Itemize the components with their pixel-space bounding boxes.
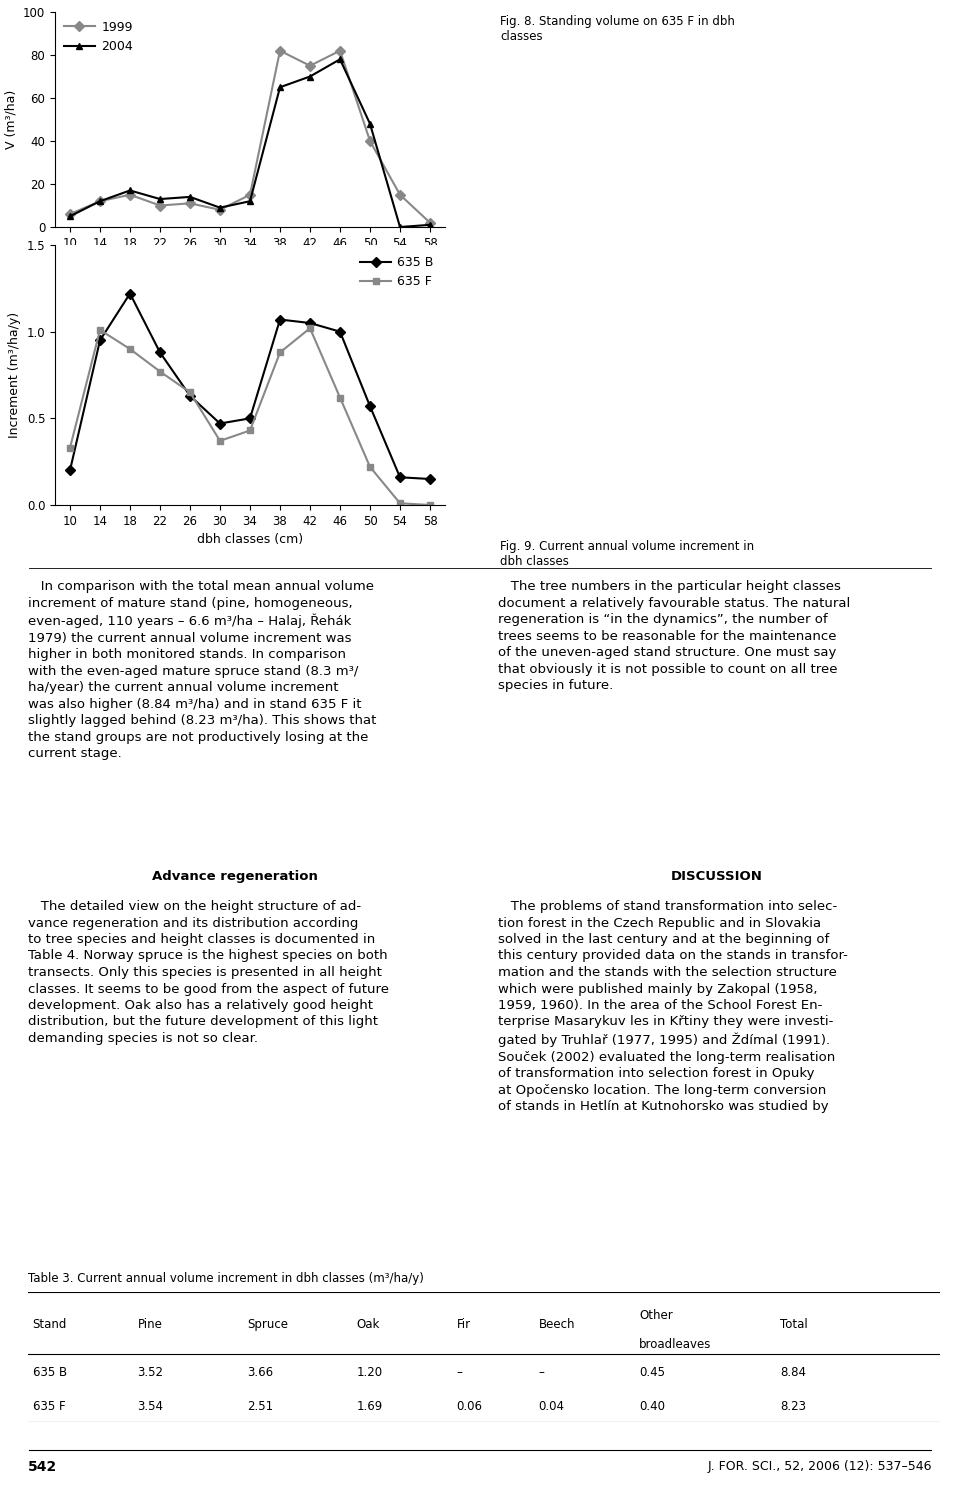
635 B	[334, 323, 346, 341]
2004	[275, 78, 286, 96]
635 B	[214, 414, 226, 432]
Text: Beech: Beech	[539, 1318, 575, 1331]
1999	[334, 42, 346, 60]
Text: 542: 542	[28, 1460, 58, 1474]
Text: 1.20: 1.20	[356, 1366, 382, 1379]
Legend: 635 B, 635 F: 635 B, 635 F	[355, 251, 439, 294]
Text: 0.04: 0.04	[539, 1400, 564, 1412]
Y-axis label: V (m³/ha): V (m³/ha)	[5, 90, 17, 149]
635 F	[424, 495, 436, 513]
Text: Spruce: Spruce	[247, 1318, 288, 1331]
Text: Fig. 8. Standing volume on 635 F in dbh
classes: Fig. 8. Standing volume on 635 F in dbh …	[500, 15, 734, 44]
1999	[124, 186, 135, 204]
2004	[304, 68, 316, 86]
Text: 8.84: 8.84	[780, 1366, 806, 1379]
635 B	[395, 468, 406, 486]
2004	[184, 188, 196, 206]
635 B	[364, 398, 375, 416]
Text: 0.06: 0.06	[457, 1400, 483, 1412]
635 B	[184, 387, 196, 405]
2004	[364, 114, 375, 132]
Text: 3.66: 3.66	[247, 1366, 273, 1379]
Line: 635 F: 635 F	[66, 324, 434, 509]
X-axis label: dbh classes (cm): dbh classes (cm)	[197, 533, 303, 546]
635 B	[275, 311, 286, 329]
Text: 1.69: 1.69	[356, 1400, 383, 1412]
635 F	[94, 321, 106, 339]
635 F	[244, 422, 255, 440]
Text: Stand: Stand	[33, 1318, 67, 1331]
Legend: 1999, 2004: 1999, 2004	[61, 18, 135, 56]
Text: J. FOR. SCI., 52, 2006 (12): 537–546: J. FOR. SCI., 52, 2006 (12): 537–546	[708, 1460, 932, 1472]
Text: Table 3. Current annual volume increment in dbh classes (m³/ha/y): Table 3. Current annual volume increment…	[28, 1271, 424, 1285]
Text: DISCUSSION: DISCUSSION	[671, 871, 763, 883]
1999	[155, 197, 166, 215]
Text: The tree numbers in the particular height classes
document a relatively favourab: The tree numbers in the particular heigh…	[498, 579, 851, 692]
1999	[184, 194, 196, 212]
Text: –: –	[457, 1366, 463, 1379]
635 F	[64, 438, 76, 456]
1999	[94, 192, 106, 210]
635 B	[244, 410, 255, 428]
Text: 8.23: 8.23	[780, 1400, 806, 1412]
1999	[214, 201, 226, 219]
Text: Fir: Fir	[457, 1318, 470, 1331]
Text: The problems of stand transformation into selec-
tion forest in the Czech Republ: The problems of stand transformation int…	[498, 901, 848, 1114]
Text: Pine: Pine	[137, 1318, 162, 1331]
Text: Oak: Oak	[356, 1318, 380, 1331]
635 F	[124, 341, 135, 359]
Y-axis label: Increment (m³/ha/y): Increment (m³/ha/y)	[8, 312, 21, 438]
Text: In comparison with the total mean annual volume
increment of mature stand (pine,: In comparison with the total mean annual…	[28, 579, 376, 760]
Text: broadleaves: broadleaves	[639, 1337, 711, 1351]
Text: Fig. 9. Current annual volume increment in
dbh classes: Fig. 9. Current annual volume increment …	[500, 540, 755, 567]
635 B	[64, 461, 76, 479]
2004	[424, 216, 436, 234]
1999	[304, 57, 316, 75]
635 F	[395, 494, 406, 512]
635 F	[364, 458, 375, 476]
2004	[155, 191, 166, 209]
Text: –: –	[539, 1366, 544, 1379]
635 B	[124, 285, 135, 303]
2004	[334, 51, 346, 69]
2004	[395, 218, 406, 236]
635 F	[275, 344, 286, 362]
635 F	[304, 320, 316, 338]
2004	[124, 182, 135, 200]
2004	[94, 192, 106, 210]
2004	[244, 192, 255, 210]
Text: Total: Total	[780, 1318, 808, 1331]
635 F	[155, 363, 166, 381]
635 B	[155, 344, 166, 362]
Line: 1999: 1999	[66, 47, 434, 227]
2004	[64, 207, 76, 225]
635 B	[94, 332, 106, 350]
Text: Advance regeneration: Advance regeneration	[152, 871, 318, 883]
635 F	[214, 432, 226, 450]
1999	[275, 42, 286, 60]
Text: Other: Other	[639, 1309, 673, 1322]
Text: 0.45: 0.45	[639, 1366, 665, 1379]
Text: 3.54: 3.54	[137, 1400, 163, 1412]
Text: 0.40: 0.40	[639, 1400, 665, 1412]
1999	[364, 132, 375, 150]
Text: The detailed view on the height structure of ad-
vance regeneration and its dist: The detailed view on the height structur…	[28, 901, 389, 1045]
1999	[64, 206, 76, 224]
Text: 3.52: 3.52	[137, 1366, 163, 1379]
635 B	[304, 314, 316, 332]
1999	[424, 213, 436, 231]
635 B	[424, 470, 436, 488]
635 F	[184, 383, 196, 401]
1999	[395, 186, 406, 204]
Text: 2.51: 2.51	[247, 1400, 273, 1412]
Line: 2004: 2004	[66, 56, 434, 231]
Text: 635 B: 635 B	[33, 1366, 66, 1379]
635 F	[334, 389, 346, 407]
X-axis label: dbh classes (cm): dbh classes (cm)	[197, 255, 303, 269]
1999	[244, 186, 255, 204]
Text: 635 F: 635 F	[33, 1400, 65, 1412]
2004	[214, 198, 226, 216]
Line: 635 B: 635 B	[66, 290, 434, 482]
